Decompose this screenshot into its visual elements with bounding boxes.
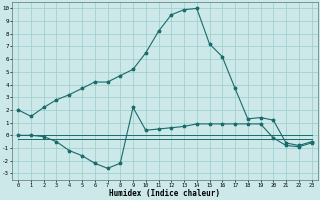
X-axis label: Humidex (Indice chaleur): Humidex (Indice chaleur): [109, 189, 220, 198]
